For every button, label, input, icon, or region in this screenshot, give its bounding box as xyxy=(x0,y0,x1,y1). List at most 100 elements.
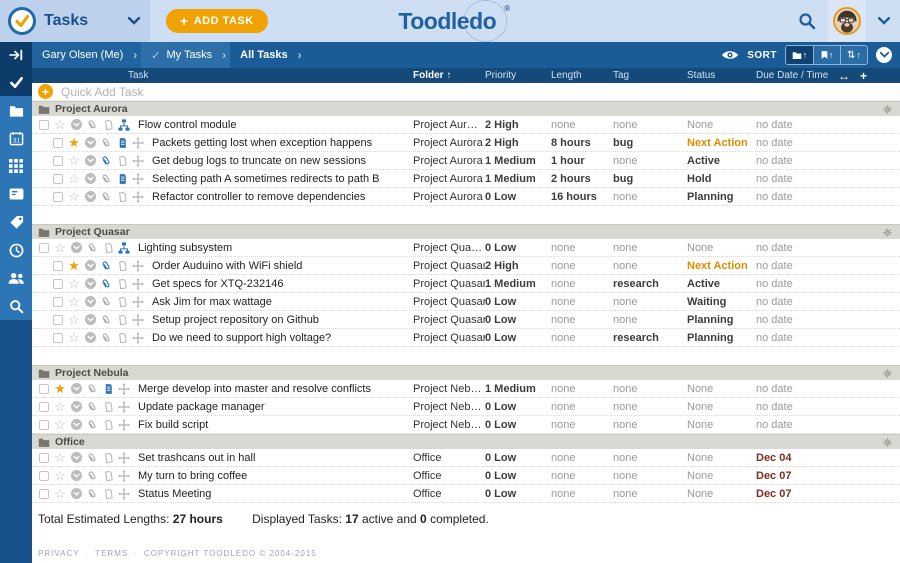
breadcrumb-item[interactable]: ✓ My Tasks › xyxy=(141,42,231,68)
sidebar-item-tasks[interactable] xyxy=(0,68,32,96)
note-icon[interactable] xyxy=(102,242,114,254)
task-row[interactable]: ☆ Refactor controller to remove dependen… xyxy=(32,188,900,206)
task-length[interactable]: none xyxy=(551,487,576,500)
task-due[interactable]: Dec 04 xyxy=(756,451,792,464)
section-header[interactable]: Office xyxy=(32,434,900,449)
task-tag[interactable]: none xyxy=(613,313,638,326)
task-due[interactable]: no date xyxy=(756,154,793,167)
task-folder[interactable]: Project Quasar xyxy=(413,259,485,272)
add-task-button[interactable]: + ADD TASK xyxy=(166,9,268,33)
expand-options-icon[interactable] xyxy=(876,47,892,63)
drag-handle-icon[interactable] xyxy=(132,172,144,185)
drag-handle-icon[interactable] xyxy=(132,331,144,344)
paperclip-icon[interactable] xyxy=(86,452,98,464)
task-tag[interactable]: research xyxy=(613,277,659,290)
sort-by-folder-button[interactable]: ↑ xyxy=(786,46,813,64)
task-folder[interactable]: Office xyxy=(413,487,442,500)
chevron-circle-icon[interactable] xyxy=(84,278,96,290)
star-icon[interactable]: ☆ xyxy=(68,295,80,308)
drag-handle-icon[interactable] xyxy=(132,277,144,290)
section-header[interactable]: Project Nebula xyxy=(32,365,900,380)
task-status[interactable]: Next Action xyxy=(687,136,748,149)
column-folder[interactable]: Folder ↑ xyxy=(413,70,452,81)
task-checkbox[interactable] xyxy=(39,119,49,130)
task-name[interactable]: Order Auduino with WiFi shield xyxy=(152,259,303,272)
subtasks-icon[interactable] xyxy=(118,118,130,131)
star-icon[interactable]: ☆ xyxy=(54,451,66,464)
task-row[interactable]: ☆ Do we need to support high voltage? Pr… xyxy=(32,329,900,347)
section-settings-icon[interactable] xyxy=(883,368,892,378)
paperclip-icon[interactable] xyxy=(100,191,112,203)
task-status[interactable]: None xyxy=(687,118,714,131)
task-due[interactable]: no date xyxy=(756,277,793,290)
task-length[interactable]: 2 hours xyxy=(551,172,591,185)
star-icon[interactable]: ☆ xyxy=(68,277,80,290)
chevron-down-icon[interactable] xyxy=(878,17,890,25)
task-checkbox[interactable] xyxy=(53,296,63,307)
task-checkbox[interactable] xyxy=(39,242,49,253)
drag-handle-icon[interactable] xyxy=(132,313,144,326)
task-priority[interactable]: 1 Medium xyxy=(485,154,536,167)
chevron-circle-icon[interactable] xyxy=(70,401,82,413)
task-folder[interactable]: Office xyxy=(413,469,442,482)
breadcrumb-item[interactable]: ✓ All Tasks › xyxy=(240,48,302,62)
task-priority[interactable]: 2 High xyxy=(485,136,519,149)
star-icon[interactable]: ☆ xyxy=(54,241,66,254)
task-checkbox[interactable] xyxy=(39,383,49,394)
task-due[interactable]: no date xyxy=(756,295,793,308)
task-length[interactable]: none xyxy=(551,400,576,413)
task-tag[interactable]: bug xyxy=(613,136,634,149)
note-icon[interactable] xyxy=(116,278,128,290)
sidebar-item-calendar[interactable]: 31 xyxy=(0,124,32,152)
section-header[interactable]: Project Aurora xyxy=(32,101,900,116)
drag-handle-icon[interactable] xyxy=(118,469,130,482)
task-row[interactable]: ☆ Status Meeting Office 0 Low none xyxy=(32,485,900,503)
task-name[interactable]: Lighting subsystem xyxy=(138,241,233,254)
paperclip-icon[interactable] xyxy=(100,260,112,272)
task-folder[interactable]: Project Quasar xyxy=(413,331,485,344)
drag-handle-icon[interactable] xyxy=(118,382,130,395)
task-row[interactable]: ☆ Selecting path A sometimes redirects t… xyxy=(32,170,900,188)
task-checkbox[interactable] xyxy=(53,332,63,343)
note-icon[interactable] xyxy=(102,452,114,464)
paperclip-icon[interactable] xyxy=(100,173,112,185)
quick-add-row[interactable]: + xyxy=(32,83,900,101)
task-due[interactable]: no date xyxy=(756,136,793,149)
task-priority[interactable]: 0 Low xyxy=(485,331,517,344)
task-row[interactable]: ☆ Update package manager Project Neb… 0 … xyxy=(32,398,900,416)
sort-by-priority-button[interactable]: ↑ xyxy=(813,46,840,64)
note-icon[interactable] xyxy=(116,137,128,149)
sidebar-item-tags[interactable] xyxy=(0,208,32,236)
star-icon[interactable]: ☆ xyxy=(54,469,66,482)
task-row[interactable]: ☆ My turn to bring coffee Office 0 Low xyxy=(32,467,900,485)
column-status[interactable]: Status xyxy=(687,70,716,81)
task-due[interactable]: Dec 07 xyxy=(756,487,792,500)
task-status[interactable]: None xyxy=(687,451,714,464)
task-due[interactable]: no date xyxy=(756,190,793,203)
chevron-circle-icon[interactable] xyxy=(70,383,82,395)
task-status[interactable]: Hold xyxy=(687,172,712,185)
task-priority[interactable]: 0 Low xyxy=(485,418,517,431)
task-length[interactable]: none xyxy=(551,382,576,395)
star-icon[interactable]: ★ xyxy=(54,382,66,395)
task-row[interactable]: ☆ Setup project repository on Github Pro… xyxy=(32,311,900,329)
drag-handle-icon[interactable] xyxy=(118,418,130,431)
task-folder[interactable]: Project Quasar xyxy=(413,277,485,290)
task-status[interactable]: None xyxy=(687,382,714,395)
task-checkbox[interactable] xyxy=(39,419,49,430)
task-due[interactable]: no date xyxy=(756,172,793,185)
user-menu[interactable] xyxy=(828,0,866,42)
task-folder[interactable]: Project Aurora xyxy=(413,172,483,185)
task-checkbox[interactable] xyxy=(53,155,63,166)
task-name[interactable]: Get specs for XTQ-232146 xyxy=(152,277,284,290)
task-length[interactable]: none xyxy=(551,295,576,308)
task-checkbox[interactable] xyxy=(53,314,63,325)
section-settings-icon[interactable] xyxy=(883,437,892,447)
task-row[interactable]: ★ Order Auduino with WiFi shield Project… xyxy=(32,257,900,275)
task-folder[interactable]: Project Qua… xyxy=(413,241,483,254)
task-name[interactable]: Packets getting lost when exception happ… xyxy=(152,136,373,149)
breadcrumb-item[interactable]: ✓ Gary Olsen (Me) › xyxy=(32,42,142,68)
drag-handle-icon[interactable] xyxy=(118,400,130,413)
paperclip-icon[interactable] xyxy=(86,119,98,131)
task-priority[interactable]: 2 High xyxy=(485,118,519,131)
